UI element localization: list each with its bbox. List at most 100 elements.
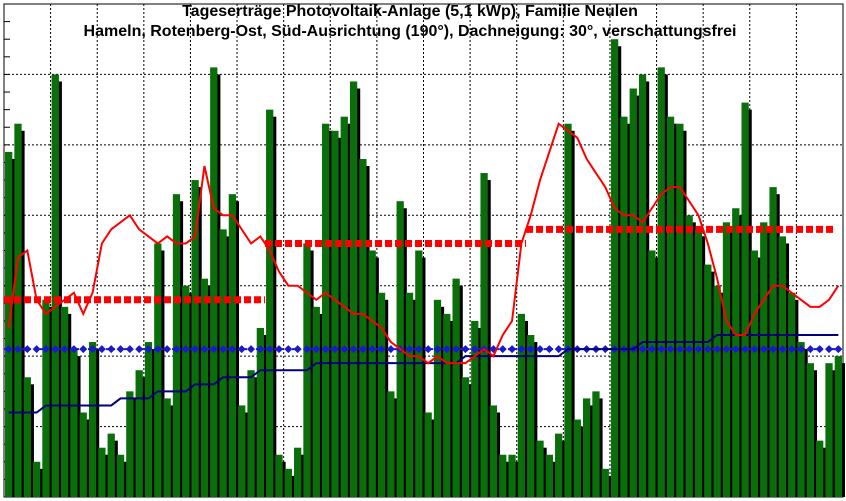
bar: [583, 398, 591, 497]
bar: [638, 74, 647, 497]
bar: [834, 356, 842, 497]
bar: [555, 433, 563, 497]
reference-marker: [722, 345, 731, 354]
bar: [238, 405, 246, 497]
bar: [629, 88, 637, 497]
reference-marker: [433, 345, 442, 354]
reference-marker: [88, 345, 97, 354]
bar: [694, 229, 703, 497]
bar: [126, 391, 134, 497]
bar: [722, 222, 731, 498]
reference-marker: [694, 345, 703, 354]
reference-marker: [825, 345, 834, 354]
bar: [806, 363, 815, 497]
bar: [415, 250, 423, 497]
bar: [648, 250, 656, 497]
reference-marker: [470, 345, 479, 354]
reference-marker: [163, 345, 172, 354]
reference-marker: [377, 345, 386, 354]
reference-marker: [685, 345, 694, 354]
reference-marker: [545, 345, 554, 354]
reference-marker: [675, 345, 684, 354]
bar: [331, 130, 339, 497]
bar: [284, 468, 292, 497]
reference-marker: [116, 345, 125, 354]
reference-marker: [834, 345, 843, 354]
bar: [368, 250, 376, 497]
reference-marker: [32, 345, 41, 354]
bar: [769, 187, 777, 497]
bar: [685, 215, 693, 498]
reference-marker: [340, 345, 349, 354]
bar: [51, 74, 59, 497]
reference-marker: [247, 345, 256, 354]
reference-marker: [703, 345, 712, 354]
reference-marker: [321, 345, 330, 354]
bar: [200, 278, 209, 497]
reference-marker: [41, 345, 50, 354]
reference-marker: [414, 345, 423, 354]
reference-marker: [731, 345, 740, 354]
reference-marker: [200, 345, 209, 354]
bar: [32, 461, 41, 497]
reference-marker: [368, 345, 377, 354]
reference-marker: [4, 345, 13, 354]
reference-marker: [424, 345, 433, 354]
bar: [387, 391, 395, 497]
reference-marker: [815, 345, 824, 354]
bar: [275, 454, 283, 497]
reference-marker: [172, 345, 181, 354]
reference-marker: [554, 345, 563, 354]
bar: [405, 292, 414, 497]
reference-marker: [13, 345, 22, 354]
bar: [816, 440, 824, 497]
bar: [135, 370, 143, 497]
reference-marker: [769, 345, 778, 354]
reference-marker: [442, 345, 451, 354]
bar: [564, 123, 572, 497]
bar: [666, 116, 675, 497]
bar: [825, 363, 833, 497]
reference-marker: [284, 345, 293, 354]
reference-marker: [125, 345, 134, 354]
bar: [797, 342, 805, 497]
bar: [760, 222, 768, 498]
reference-marker: [51, 345, 60, 354]
reference-marker: [797, 345, 806, 354]
reference-marker: [228, 345, 237, 354]
reference-marker: [135, 345, 144, 354]
bar: [517, 313, 526, 497]
lines: [4, 122, 843, 414]
reference-marker: [452, 345, 461, 354]
bar: [778, 236, 787, 497]
reference-marker: [219, 345, 228, 354]
bar: [788, 292, 796, 497]
bar: [60, 306, 69, 497]
bar: [247, 370, 255, 497]
bar: [256, 327, 264, 497]
reference-marker: [330, 345, 339, 354]
bar: [499, 454, 507, 497]
reference-marker: [60, 345, 69, 354]
reference-marker: [191, 345, 200, 354]
bar: [116, 454, 125, 497]
reference-marker: [787, 345, 796, 354]
reference-marker: [107, 345, 116, 354]
bar: [592, 391, 600, 497]
bar: [23, 377, 31, 497]
bar: [321, 123, 330, 497]
reference-marker: [69, 345, 78, 354]
reference-marker: [237, 345, 246, 354]
reference-marker: [386, 345, 395, 354]
bar: [210, 67, 218, 497]
reference-marker: [526, 345, 535, 354]
bar: [191, 180, 199, 498]
reference-marker: [275, 345, 284, 354]
reference-marker: [153, 345, 162, 354]
bar: [88, 342, 97, 497]
reference-marker: [312, 345, 321, 354]
bar: [750, 250, 759, 497]
bar: [471, 320, 479, 497]
bar: [42, 299, 50, 497]
